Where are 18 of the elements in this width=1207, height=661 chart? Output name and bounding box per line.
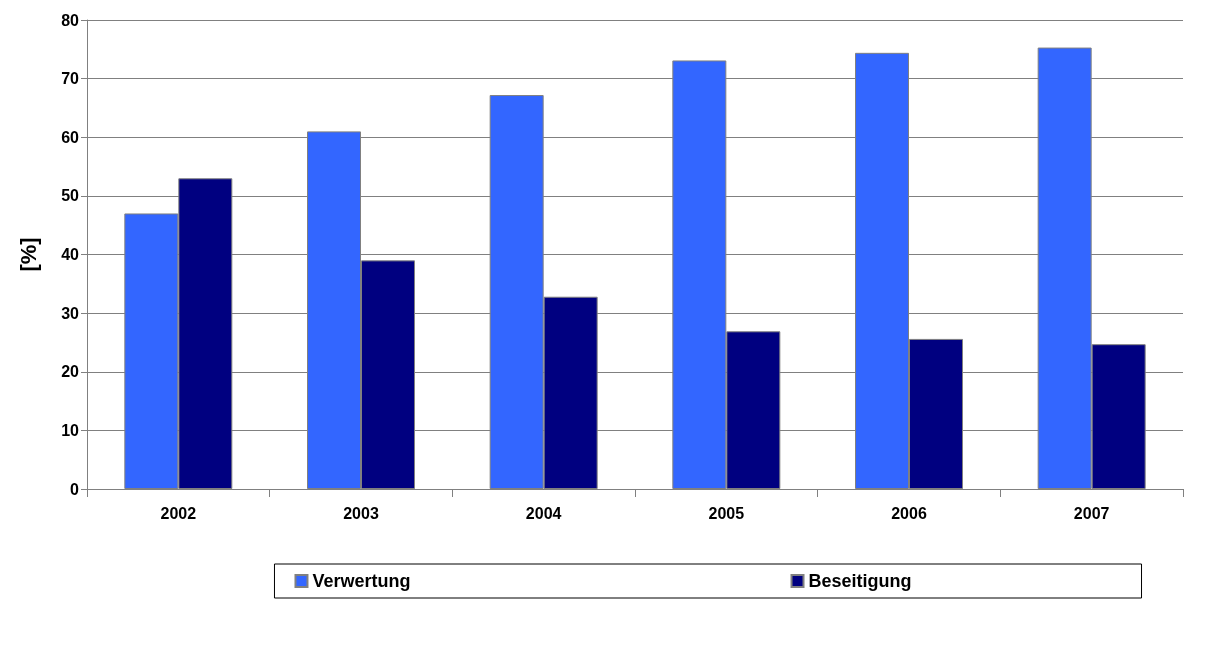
x-tick-label: 2003 <box>343 504 379 522</box>
y-tick-label: 10 <box>61 421 80 439</box>
legend-label: Verwertung <box>312 571 411 591</box>
y-tick-label: 30 <box>61 304 80 322</box>
x-tick-label: 2005 <box>708 504 745 522</box>
x-tick-label: 2004 <box>525 504 562 522</box>
legend-label: Beseitigung <box>808 571 912 591</box>
y-tick-label: 70 <box>61 70 80 88</box>
y-tick-label: 60 <box>61 128 80 146</box>
y-tick-label: 50 <box>61 187 80 205</box>
x-tick-label: 2006 <box>891 504 927 522</box>
y-tick-label: 80 <box>61 11 80 29</box>
y-axis-title: [%] <box>15 237 41 272</box>
x-tick-label: 2007 <box>1073 504 1110 522</box>
y-tick-label: 20 <box>61 363 80 381</box>
y-tick-label: 40 <box>61 246 80 263</box>
x-tick-label: 2002 <box>160 504 197 522</box>
y-tick-label: 0 <box>70 480 80 498</box>
